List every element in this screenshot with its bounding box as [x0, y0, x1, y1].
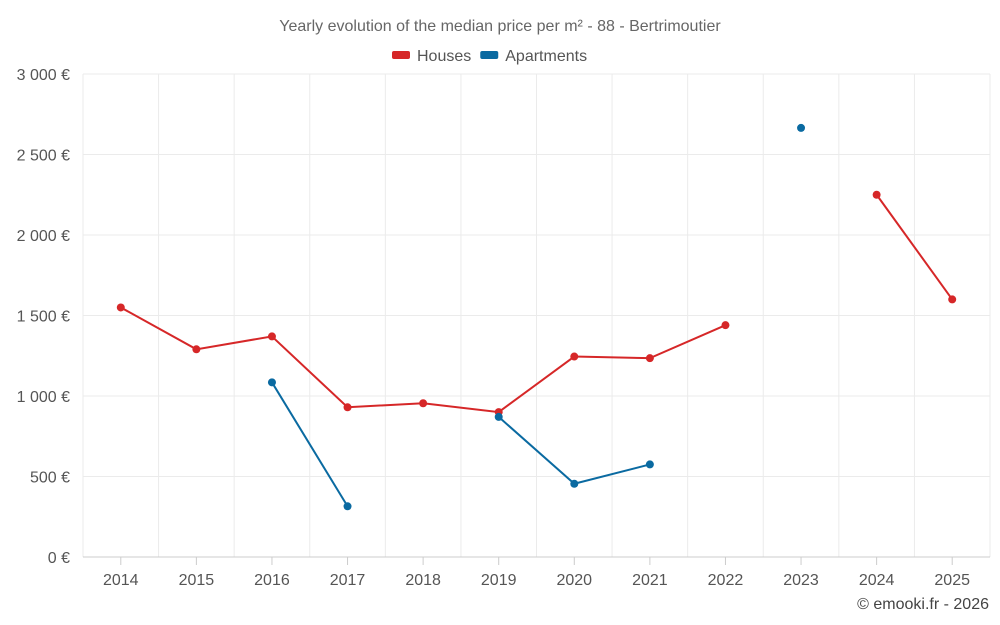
- data-point-houses-2018[interactable]: [419, 399, 428, 408]
- x-tick-label: 2018: [405, 572, 441, 589]
- y-tick-label: 3 000 €: [17, 67, 70, 84]
- y-tick-label: 500 €: [30, 470, 70, 487]
- credit-text: © emooki.fr - 2026: [857, 596, 989, 613]
- y-tick-label: 2 500 €: [17, 148, 70, 165]
- x-tick-label: 2015: [179, 572, 215, 589]
- y-axis: 0 € 500 € 1 000 € 1 500 € 2 000 € 2 500 € 3 00…: [17, 67, 70, 567]
- series-line-apartments: [271, 381, 349, 507]
- data-point-houses-2024[interactable]: [872, 190, 881, 199]
- data-point-apartments-2017[interactable]: [343, 502, 352, 511]
- data-point-houses-2017[interactable]: [343, 403, 352, 412]
- x-tick-label: 2016: [254, 572, 290, 589]
- data-point-apartments-2016[interactable]: [267, 378, 276, 387]
- legend-swatch-apartments[interactable]: [480, 51, 499, 59]
- data-point-houses-2022[interactable]: [721, 321, 730, 330]
- data-point-apartments-2019[interactable]: [494, 412, 503, 421]
- data-point-apartments-2021[interactable]: [645, 460, 654, 469]
- x-tick-label: 2022: [708, 572, 744, 589]
- y-tick-label: 0 €: [48, 550, 70, 567]
- x-tick-label: 2017: [330, 572, 366, 589]
- x-axis: 2014 2015 2016 2017 2018 2019 2020 2021 2022 2023…: [103, 557, 970, 589]
- series-layer: [116, 123, 957, 511]
- y-tick-label: 1 500 €: [17, 309, 70, 326]
- data-point-houses-2014[interactable]: [116, 303, 125, 312]
- legend-swatch-houses[interactable]: [392, 51, 410, 59]
- x-tick-label: 2020: [556, 572, 592, 589]
- y-tick-label: 1 000 €: [17, 389, 70, 406]
- x-tick-label: 2024: [859, 572, 895, 589]
- legend: Houses Apartments: [392, 48, 587, 65]
- y-tick-label: 2 000 €: [17, 228, 70, 245]
- x-tick-label: 2025: [934, 572, 970, 589]
- data-point-houses-2025[interactable]: [948, 295, 957, 304]
- chart-title: Yearly evolution of the median price per…: [279, 18, 721, 35]
- grid: [82, 73, 991, 558]
- x-tick-label: 2014: [103, 572, 139, 589]
- series-line-apartments: [498, 416, 651, 485]
- data-point-apartments-2020[interactable]: [570, 479, 579, 488]
- data-point-houses-2016[interactable]: [267, 332, 276, 341]
- legend-label-apartments[interactable]: Apartments: [505, 48, 587, 65]
- data-point-houses-2020[interactable]: [570, 352, 579, 361]
- data-point-apartments-2023[interactable]: [797, 123, 806, 132]
- legend-label-houses[interactable]: Houses: [417, 48, 471, 65]
- x-tick-label: 2023: [783, 572, 819, 589]
- x-tick-label: 2021: [632, 572, 668, 589]
- data-point-houses-2015[interactable]: [192, 345, 201, 354]
- series-line-houses: [875, 194, 954, 300]
- x-tick-label: 2019: [481, 572, 517, 589]
- data-point-houses-2021[interactable]: [645, 354, 654, 363]
